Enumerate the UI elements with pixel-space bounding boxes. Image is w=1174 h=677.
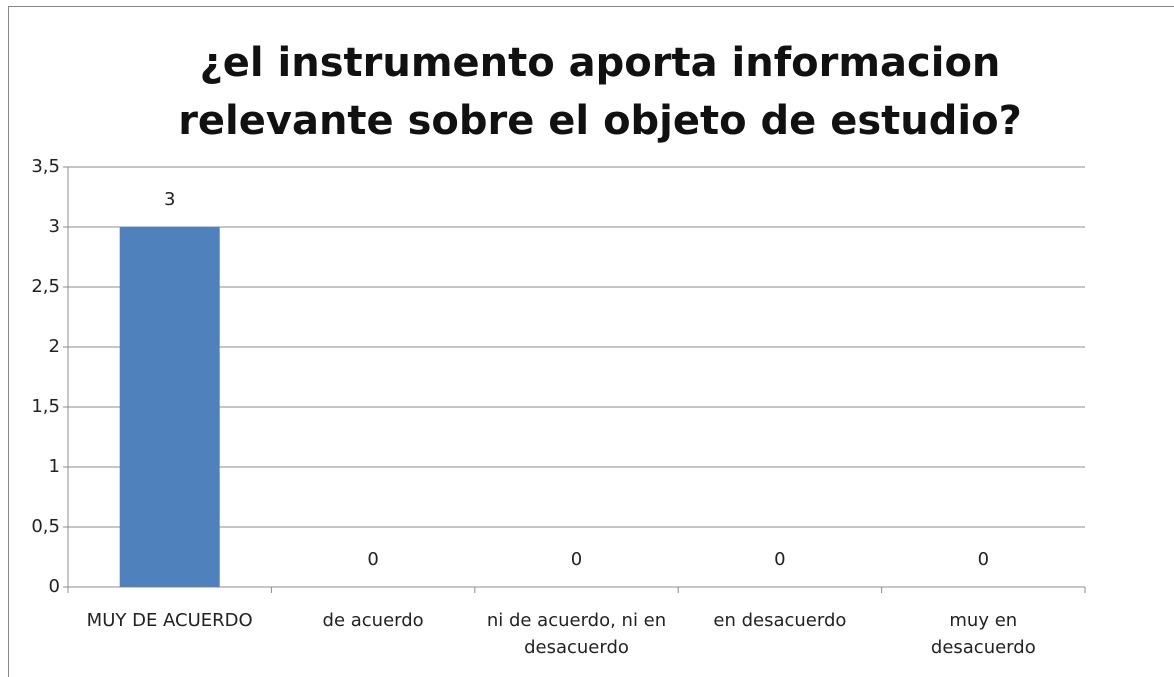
bar bbox=[119, 227, 220, 587]
data-label: 0 bbox=[367, 549, 378, 570]
chart-border bbox=[8, 6, 1174, 677]
x-tick-label: MUY DE ACUERDO bbox=[86, 610, 253, 631]
x-tick-label: ni de acuerdo, ni en desacuerdo bbox=[486, 610, 667, 658]
y-tick-label: 0 bbox=[49, 576, 60, 597]
x-tick-label: en desacuerdo bbox=[713, 610, 847, 631]
data-label: 0 bbox=[774, 549, 785, 570]
chart-title: ¿el instrumento aporta informacion relev… bbox=[178, 40, 1022, 144]
y-tick-label: 1,5 bbox=[31, 396, 60, 417]
y-tick-label: 3 bbox=[49, 216, 60, 237]
y-tick-label: 3,5 bbox=[31, 156, 60, 177]
y-tick-label: 1 bbox=[49, 456, 60, 477]
y-tick-label: 0,5 bbox=[31, 516, 60, 537]
x-tick-label: de acuerdo bbox=[322, 610, 424, 631]
y-tick-label: 2,5 bbox=[31, 276, 60, 297]
data-label: 0 bbox=[571, 549, 582, 570]
x-tick-label: muy en desacuerdo bbox=[930, 610, 1036, 658]
data-label: 0 bbox=[978, 549, 989, 570]
y-tick-label: 2 bbox=[49, 336, 60, 357]
data-label: 3 bbox=[164, 189, 175, 210]
